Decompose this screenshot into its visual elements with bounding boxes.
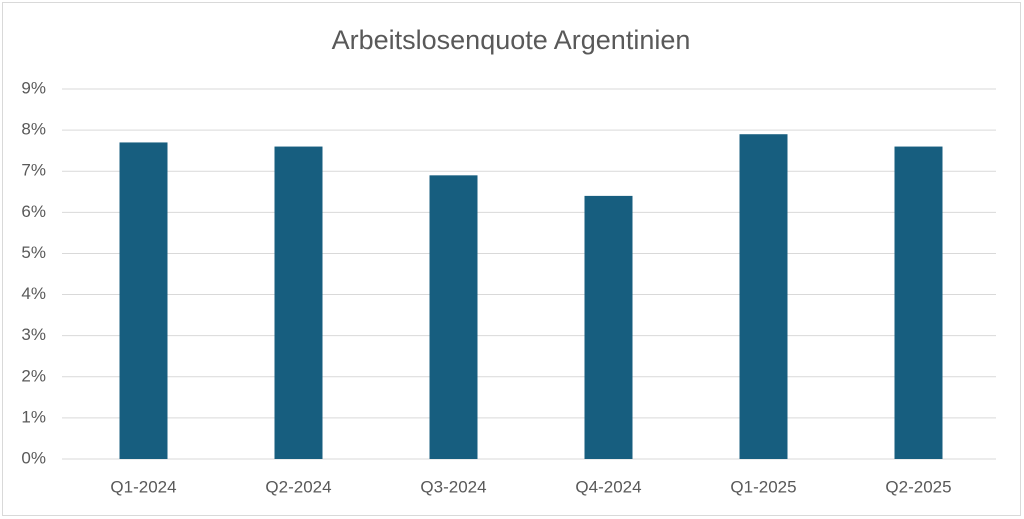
x-tick-label: Q1-2025 (730, 477, 796, 496)
x-tick-label: Q4-2024 (575, 477, 641, 496)
y-tick-label: 2% (21, 366, 46, 385)
y-tick-label: 4% (21, 284, 46, 303)
x-tick-label: Q3-2024 (420, 477, 486, 496)
chart-title: Arbeitslosenquote Argentinien (332, 25, 691, 55)
bar (739, 134, 788, 459)
y-tick-label: 6% (21, 202, 46, 221)
bar (584, 195, 633, 459)
y-tick-label: 3% (21, 325, 46, 344)
x-tick-label: Q2-2024 (265, 477, 331, 496)
y-tick-label: 9% (21, 78, 46, 97)
y-tick-label: 1% (21, 407, 46, 426)
y-tick-label: 7% (21, 161, 46, 180)
x-tick-label: Q2-2025 (885, 477, 951, 496)
bar (119, 142, 168, 459)
y-tick-label: 5% (21, 243, 46, 262)
bar (894, 146, 943, 460)
x-tick-label: Q1-2024 (110, 477, 176, 496)
y-tick-label: 8% (21, 120, 46, 139)
bar (429, 175, 478, 460)
bar (274, 146, 323, 460)
y-tick-label: 0% (21, 448, 46, 467)
